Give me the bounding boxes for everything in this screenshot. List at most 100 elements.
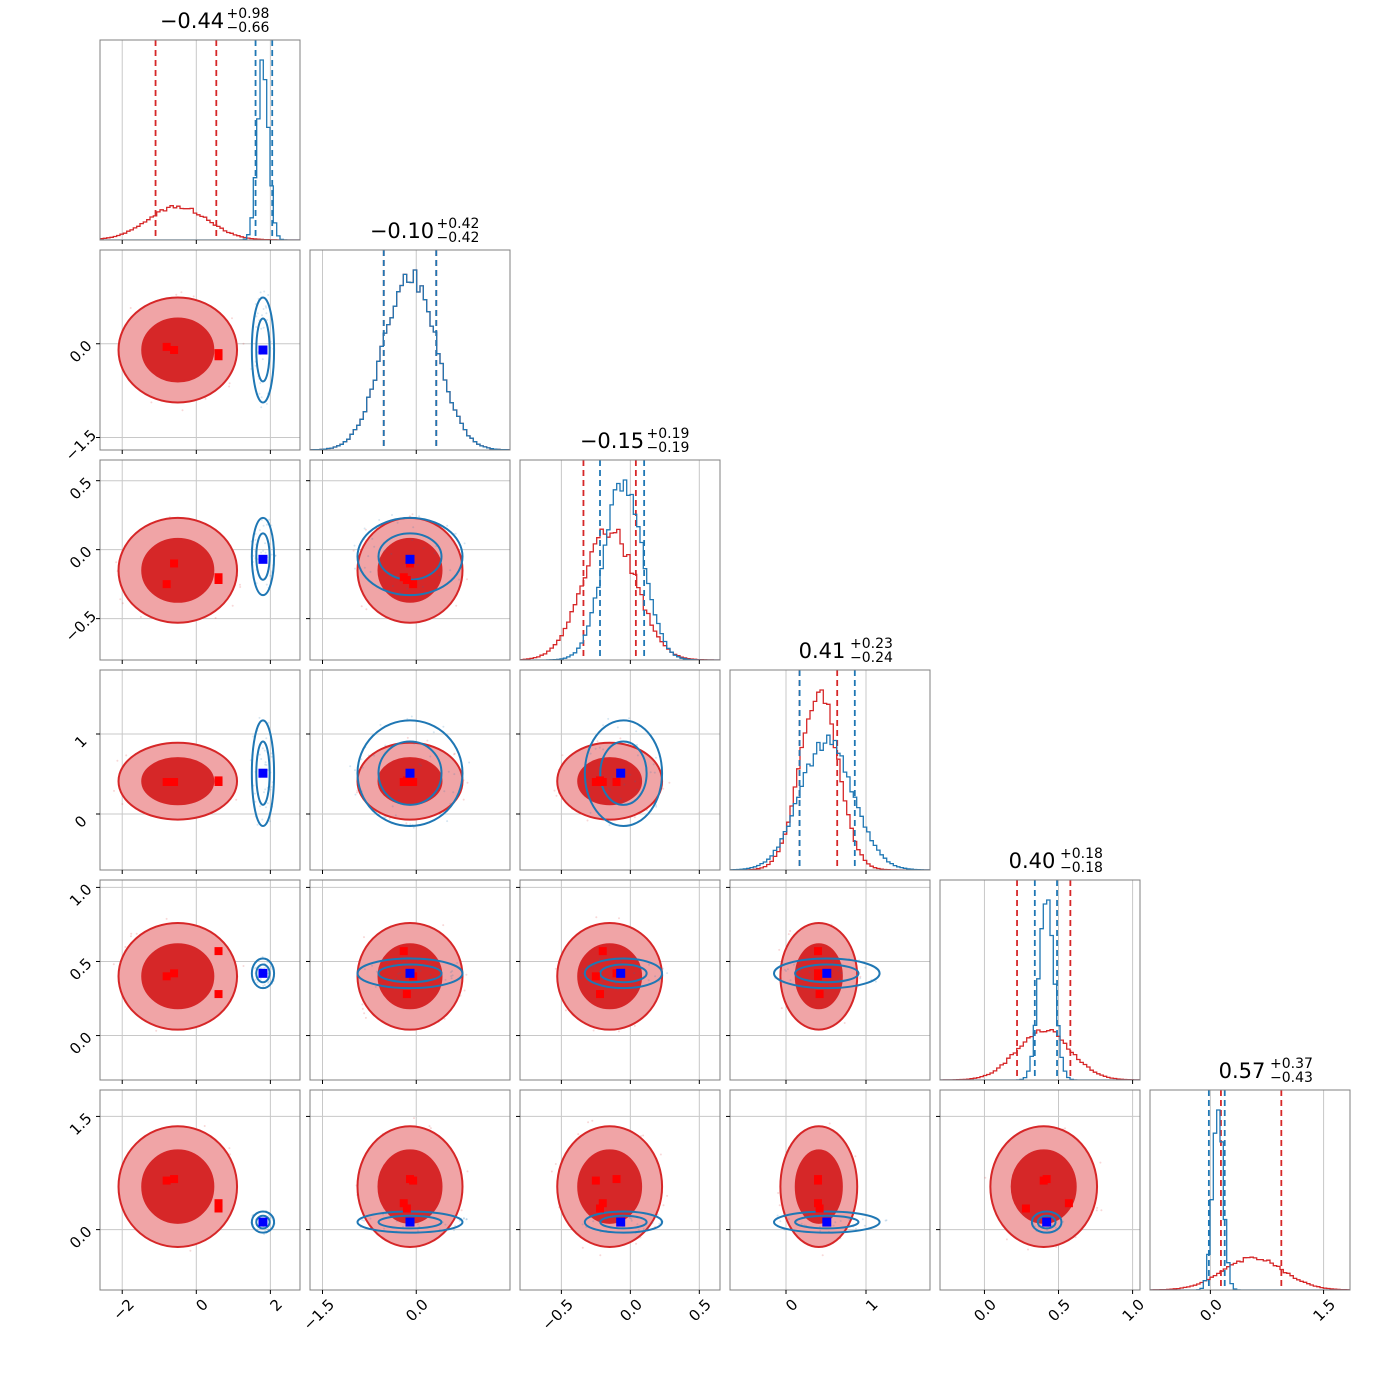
sample-dot-series-1-5-3-10 — [885, 1219, 888, 1222]
sample-dot-series-0-3-0-33 — [125, 754, 128, 757]
sample-dot-series-1-2-0-0 — [258, 529, 261, 532]
sample-dot-series-0-1-0-24 — [129, 307, 132, 309]
sample-dot-series-1-3-0-17 — [270, 752, 273, 755]
sample-dot-series-0-4-0-20 — [242, 965, 245, 967]
sample-dot-series-1-1-0-18 — [265, 402, 268, 405]
panel-frame-4-1 — [309, 879, 511, 1081]
panel-1-1 — [309, 249, 511, 454]
sample-dot-series-0-4-3-4 — [778, 948, 781, 951]
sample-dot-series-1-3-1-2 — [361, 766, 364, 769]
sample-dot-series-1-4-2-28 — [601, 980, 604, 983]
sample-dot-series-1-4-2-6 — [598, 958, 601, 961]
sample-dot-series-1-3-2-19 — [589, 811, 592, 814]
sample-dot-series-1-4-2-23 — [654, 975, 657, 978]
sample-dot-series-0-3-1-38 — [406, 736, 409, 739]
sample-dot-series-1-2-1-6 — [416, 563, 419, 566]
sample-dot-series-1-5-3-17 — [834, 1221, 837, 1224]
contour-filled-5-0-1 — [141, 1149, 215, 1224]
sample-dot-series-1-3-2-6 — [616, 726, 619, 729]
sample-dot-series-1-3-1-24 — [349, 765, 352, 768]
sample-dot-series-1-5-2-33 — [656, 1213, 659, 1216]
sample-dot-series-1-4-0-12 — [261, 956, 264, 958]
sample-dot-series-1-3-0-38 — [267, 721, 270, 724]
sample-dot-series-1-5-1-39 — [465, 1218, 468, 1221]
sample-dot-series-1-3-0-20 — [252, 735, 255, 738]
sample-dot-series-0-1-0-19 — [242, 342, 245, 345]
panel-frame-5-2 — [519, 1089, 721, 1291]
panel-frame-2-1 — [309, 459, 511, 661]
truth-marker-red-5-2-1 — [612, 1175, 621, 1184]
sample-dot-series-0-5-4-12 — [1096, 1206, 1099, 1209]
sample-dot-series-1-1-0-17 — [261, 314, 263, 317]
truth-marker-blue-2-1-0 — [405, 554, 415, 564]
sample-dot-series-1-2-0-23 — [269, 574, 272, 577]
sample-dot-series-1-5-2-2 — [651, 1220, 654, 1223]
sample-dot-series-1-5-3-15 — [806, 1213, 809, 1216]
sample-dot-series-1-4-1-30 — [375, 970, 378, 973]
sample-dot-series-0-3-1-20 — [405, 822, 408, 825]
sample-dot-series-1-3-1-14 — [442, 725, 445, 728]
sample-dot-series-1-2-1-33 — [422, 547, 425, 550]
sample-dot-series-1-3-1-7 — [412, 826, 415, 829]
sample-dot-series-1-1-0-24 — [255, 326, 258, 328]
sample-dot-series-1-4-1-39 — [374, 985, 377, 988]
sample-dot-series-1-3-1-20 — [449, 802, 452, 805]
panel-0-0 — [99, 39, 301, 244]
contour-1-0-1 — [255, 317, 271, 383]
sample-dot-series-0-5-1-39 — [466, 1170, 469, 1173]
sample-dot-series-0-3-1-29 — [356, 791, 358, 794]
sample-dot-series-1-1-0-15 — [265, 306, 268, 309]
contour-3-0-0 — [250, 719, 276, 827]
sample-dot-series-0-2-0-14 — [239, 586, 242, 588]
sample-dot-series-1-5-1-14 — [429, 1213, 432, 1216]
sample-dot-series-0-3-1-1 — [453, 753, 455, 756]
sample-dot-series-0-5-2-6 — [587, 1121, 590, 1124]
sample-dot-series-1-3-2-5 — [634, 780, 637, 783]
sample-dot-series-1-4-1-29 — [451, 974, 454, 977]
sample-dot-series-1-5-1-18 — [369, 1217, 372, 1220]
sample-dot-series-1-2-1-35 — [378, 519, 381, 521]
panel-5-5 — [1149, 1089, 1351, 1294]
sample-dot-series-1-3-2-2 — [602, 748, 605, 751]
sample-dot-series-1-1-0-6 — [262, 308, 265, 310]
sample-dot-series-0-5-2-5 — [635, 1242, 638, 1245]
contour-3-0-1 — [255, 740, 271, 806]
truth-marker-red-4-0-2 — [214, 990, 223, 999]
sample-dot-series-0-5-4-22 — [1027, 1248, 1029, 1251]
sample-dot-series-0-3-0-4 — [113, 789, 115, 792]
title-param-0: −0.44 — [160, 9, 224, 33]
sample-dot-series-0-5-1-25 — [460, 1209, 463, 1212]
sample-dot-series-1-2-0-9 — [260, 551, 263, 554]
sample-dot-series-1-5-1-19 — [462, 1217, 465, 1220]
sample-dot-series-1-5-3-32 — [779, 1220, 782, 1223]
sample-dot-series-0-5-4-21 — [1005, 1238, 1008, 1241]
sample-dot-series-0-4-2-19 — [595, 916, 598, 919]
sample-dot-series-0-5-2-1 — [662, 1204, 665, 1207]
truth-marker-red-3-2-1 — [612, 778, 621, 786]
sample-dot-series-1-1-0-3 — [265, 312, 268, 315]
sample-dot-series-1-2-0-25 — [260, 518, 263, 521]
sample-dot-series-0-5-0-12 — [203, 1125, 206, 1127]
sample-dot-series-1-4-3-7 — [864, 966, 867, 969]
sample-dot-series-0-4-1-37 — [363, 936, 365, 939]
sample-dot-series-1-5-1-36 — [449, 1223, 452, 1226]
sample-dot-series-1-2-1-17 — [369, 570, 372, 573]
panel-3-3-content — [730, 670, 930, 870]
truth-marker-red-4-3-1 — [814, 969, 822, 978]
panel-5-3 — [726, 1089, 931, 1294]
sample-dot-series-0-4-1-24 — [364, 1016, 367, 1019]
sample-dot-series-1-3-1-8 — [391, 805, 394, 808]
sample-dot-series-1-4-0-10 — [263, 984, 266, 986]
truth-marker-blue-4-3-0 — [822, 968, 832, 978]
sample-dot-series-0-3-2-20 — [586, 819, 589, 822]
panel-3-1-content — [310, 670, 510, 870]
sample-dot-series-0-4-3-31 — [789, 930, 792, 932]
truth-marker-red-5-3-1 — [814, 1175, 822, 1184]
title-param-4-upper: +0.18 — [1060, 846, 1103, 862]
truth-marker-red-5-1-1 — [406, 1175, 414, 1184]
truth-marker-blue-5-1-0 — [405, 1217, 415, 1227]
sample-dot-series-0-4-0-19 — [130, 935, 132, 938]
hist-series-0-param-2 — [520, 528, 720, 660]
truth-marker-red-3-1-3 — [399, 778, 408, 786]
sample-dot-series-1-1-0-34 — [258, 392, 261, 395]
